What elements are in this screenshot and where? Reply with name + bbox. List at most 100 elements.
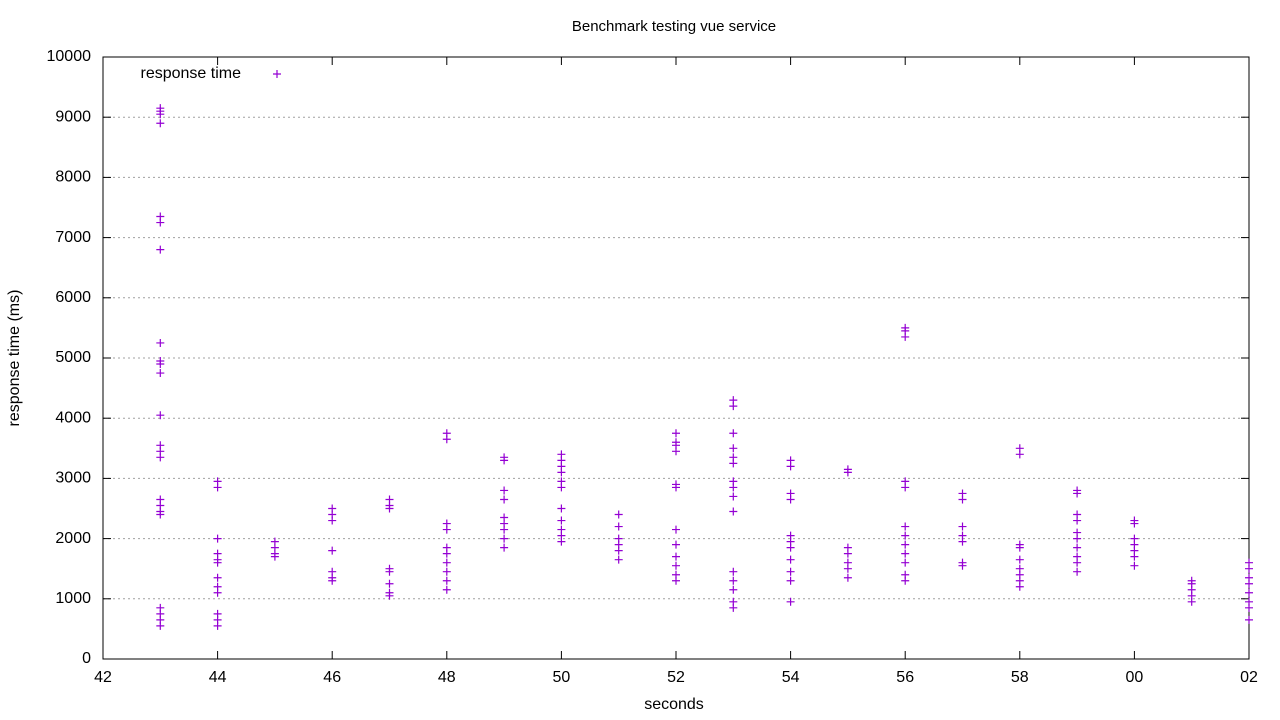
point bbox=[729, 402, 738, 411]
point bbox=[614, 555, 623, 564]
point bbox=[672, 561, 680, 570]
point bbox=[1073, 516, 1082, 525]
point bbox=[729, 429, 738, 438]
point bbox=[672, 540, 680, 549]
point bbox=[786, 543, 795, 552]
x-tick-label: 54 bbox=[782, 669, 800, 686]
y-tick-label: 1000 bbox=[55, 590, 91, 607]
x-axis-label: seconds bbox=[644, 696, 704, 713]
point bbox=[901, 540, 910, 549]
point bbox=[786, 495, 795, 504]
y-tick-label: 6000 bbox=[55, 289, 91, 306]
point bbox=[213, 483, 222, 492]
point bbox=[385, 591, 394, 600]
y-tick-label: 9000 bbox=[55, 108, 91, 125]
point bbox=[1130, 552, 1139, 561]
y-tick-label: 3000 bbox=[55, 470, 91, 487]
point bbox=[786, 462, 795, 471]
point bbox=[901, 549, 910, 558]
point bbox=[213, 534, 222, 543]
point bbox=[1130, 519, 1139, 528]
y-tick-label: 2000 bbox=[55, 530, 91, 547]
point bbox=[500, 543, 509, 552]
point bbox=[270, 552, 279, 561]
point bbox=[786, 576, 795, 585]
point bbox=[1015, 582, 1024, 591]
point bbox=[500, 534, 509, 543]
point bbox=[672, 576, 680, 585]
point bbox=[500, 456, 509, 465]
point bbox=[786, 555, 795, 564]
y-tick-label: 8000 bbox=[55, 169, 91, 186]
point bbox=[500, 525, 509, 534]
point bbox=[1015, 450, 1024, 459]
point bbox=[213, 621, 222, 630]
point bbox=[557, 504, 566, 513]
y-tick-label: 5000 bbox=[55, 349, 91, 366]
plot-frame bbox=[102, 56, 1250, 660]
point bbox=[729, 585, 738, 594]
point bbox=[213, 588, 222, 597]
point bbox=[672, 429, 680, 438]
point bbox=[156, 621, 165, 630]
point bbox=[901, 332, 910, 341]
point bbox=[786, 597, 795, 606]
point bbox=[557, 468, 566, 477]
x-tick-label: 58 bbox=[1011, 669, 1029, 686]
point bbox=[156, 510, 165, 519]
point bbox=[1245, 579, 1253, 588]
point bbox=[843, 564, 852, 573]
point bbox=[442, 576, 451, 585]
point bbox=[786, 567, 795, 576]
point bbox=[958, 495, 967, 504]
point bbox=[1245, 588, 1253, 597]
point bbox=[729, 603, 738, 612]
point bbox=[901, 558, 910, 567]
point bbox=[614, 546, 623, 555]
x-tick-label: 00 bbox=[1126, 669, 1144, 686]
point bbox=[1073, 558, 1082, 567]
point bbox=[213, 573, 222, 582]
point bbox=[843, 468, 852, 477]
x-tick-label: 42 bbox=[94, 669, 112, 686]
x-tick-label: 46 bbox=[323, 669, 341, 686]
point bbox=[672, 552, 680, 561]
point bbox=[672, 483, 680, 492]
point bbox=[1130, 561, 1139, 570]
point bbox=[958, 522, 967, 531]
point bbox=[1187, 597, 1196, 606]
point bbox=[614, 510, 623, 519]
point bbox=[1245, 615, 1253, 624]
point bbox=[557, 537, 566, 546]
point bbox=[901, 576, 910, 585]
point bbox=[729, 576, 738, 585]
point bbox=[156, 119, 165, 128]
point bbox=[958, 537, 967, 546]
x-tick-label: 50 bbox=[553, 669, 571, 686]
point bbox=[156, 338, 165, 347]
y-tick-label: 7000 bbox=[55, 229, 91, 246]
point bbox=[156, 411, 165, 420]
point bbox=[901, 522, 910, 531]
point bbox=[442, 525, 451, 534]
point bbox=[156, 245, 165, 254]
point bbox=[442, 567, 451, 576]
point bbox=[1245, 564, 1253, 573]
x-tick-label: 56 bbox=[896, 669, 914, 686]
x-tick-label: 48 bbox=[438, 669, 456, 686]
point bbox=[385, 579, 394, 588]
point bbox=[672, 525, 680, 534]
point bbox=[729, 459, 738, 468]
y-tick-label: 4000 bbox=[55, 409, 91, 426]
y-axis-label: response time (ms) bbox=[6, 290, 23, 427]
point bbox=[385, 504, 394, 513]
point bbox=[901, 483, 910, 492]
point bbox=[385, 567, 394, 576]
point bbox=[156, 110, 165, 119]
point bbox=[156, 453, 165, 462]
point bbox=[672, 447, 680, 456]
point bbox=[843, 549, 852, 558]
point bbox=[1073, 543, 1082, 552]
